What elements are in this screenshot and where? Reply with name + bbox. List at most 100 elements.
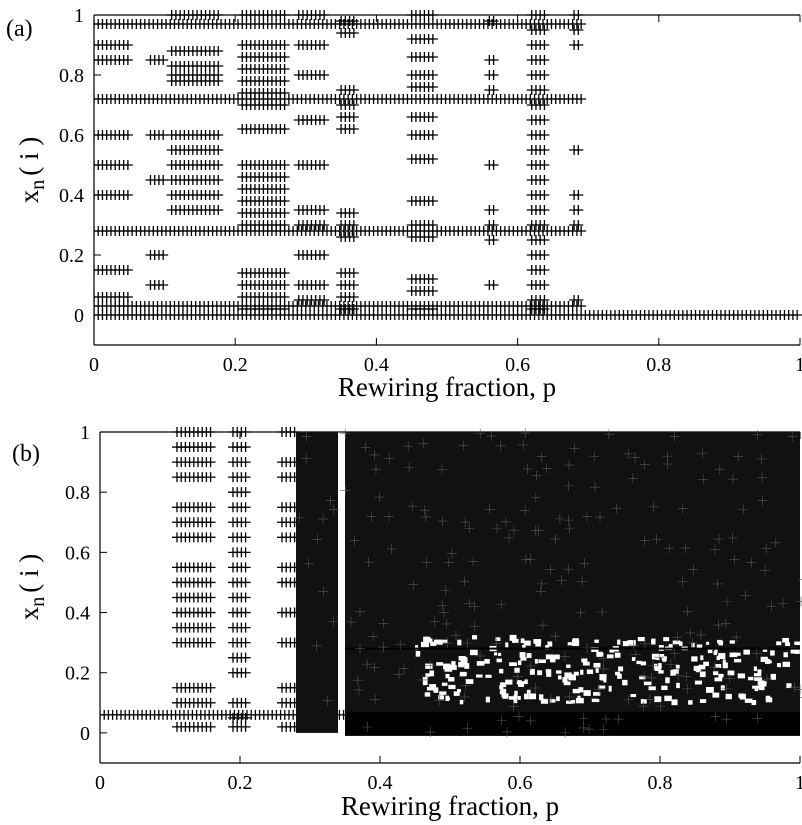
data-point [770, 537, 781, 548]
data-point [279, 160, 290, 170]
dense-band [345, 711, 800, 736]
data-point [640, 638, 651, 649]
gap [643, 681, 652, 686]
data-point [403, 441, 414, 452]
data-point [685, 627, 696, 638]
data-point [441, 618, 452, 629]
y-tick-label: 0.6 [65, 542, 90, 564]
gap [706, 686, 714, 693]
gap [572, 688, 580, 694]
data-point [539, 250, 550, 260]
data-point [488, 205, 499, 215]
data-point [348, 16, 359, 26]
data-point [513, 711, 524, 722]
data-point [792, 310, 802, 320]
gap [577, 695, 581, 702]
gap [505, 679, 513, 685]
data-point [427, 52, 438, 62]
gap [500, 688, 507, 695]
gap [571, 699, 576, 704]
data-point [727, 533, 738, 544]
data-point [158, 280, 169, 290]
data-point [761, 543, 772, 554]
data-point [496, 715, 507, 726]
x-tick-label: 1 [795, 772, 802, 794]
data-point [687, 637, 698, 648]
gap [640, 661, 647, 666]
gap [443, 663, 451, 670]
data-point [384, 511, 395, 522]
data-point [722, 596, 733, 607]
data-point [279, 76, 290, 86]
gap [696, 644, 703, 650]
gap [751, 700, 757, 706]
data-point [673, 670, 684, 681]
gap [718, 653, 726, 660]
gap [518, 681, 525, 687]
data-point [645, 694, 656, 705]
y-label-sub: n [27, 180, 49, 190]
data-point [240, 721, 251, 732]
gap [523, 640, 531, 646]
data-point [384, 453, 395, 464]
data-point [488, 55, 499, 65]
data-point [427, 196, 438, 206]
data-point [353, 684, 364, 695]
data-point [550, 533, 561, 544]
data-point [205, 562, 216, 573]
data-point [158, 175, 169, 185]
gap [764, 658, 771, 664]
gap [770, 673, 776, 680]
gap [583, 690, 591, 696]
data-point [589, 451, 600, 462]
data-point [789, 682, 800, 693]
gap [651, 638, 656, 645]
data-point [724, 673, 735, 684]
data-point [427, 112, 438, 122]
data-point [577, 576, 588, 587]
gap [511, 638, 519, 643]
data-point [328, 504, 339, 515]
data-point [520, 505, 531, 516]
data-point [442, 637, 453, 648]
gap [457, 689, 461, 693]
data-point [688, 564, 699, 575]
gap [743, 649, 750, 655]
data-point [459, 576, 470, 587]
data-point [348, 208, 359, 218]
gap [423, 679, 428, 686]
gap [738, 693, 744, 698]
panel-label: (a) [6, 16, 33, 42]
data-point [301, 453, 312, 464]
gap [648, 686, 656, 691]
data-point [573, 40, 584, 50]
gap [753, 673, 762, 677]
x-tick-label: 0.8 [646, 354, 671, 376]
gap [420, 641, 429, 648]
data-point [460, 517, 471, 528]
data-point [665, 659, 676, 670]
y-label-arg: ( i ) [14, 554, 44, 593]
data-point [579, 558, 590, 569]
panel-label: (b) [12, 441, 40, 467]
gap [637, 636, 645, 642]
data-point [590, 482, 601, 493]
data-point [311, 640, 322, 651]
data-point [421, 557, 432, 568]
data-point [362, 659, 373, 670]
gap [520, 657, 527, 661]
y-tick-label: 0.4 [59, 185, 84, 207]
gap [429, 684, 437, 689]
data-point [240, 502, 251, 513]
gap [476, 674, 483, 678]
data-point [374, 492, 385, 503]
data-point [205, 607, 216, 618]
data-point [458, 440, 469, 451]
data-point [714, 464, 725, 475]
gap [535, 641, 541, 647]
data-point [213, 205, 224, 215]
data-point [370, 464, 381, 475]
data-point [319, 10, 330, 20]
gap [494, 652, 498, 656]
data-point [279, 172, 290, 182]
